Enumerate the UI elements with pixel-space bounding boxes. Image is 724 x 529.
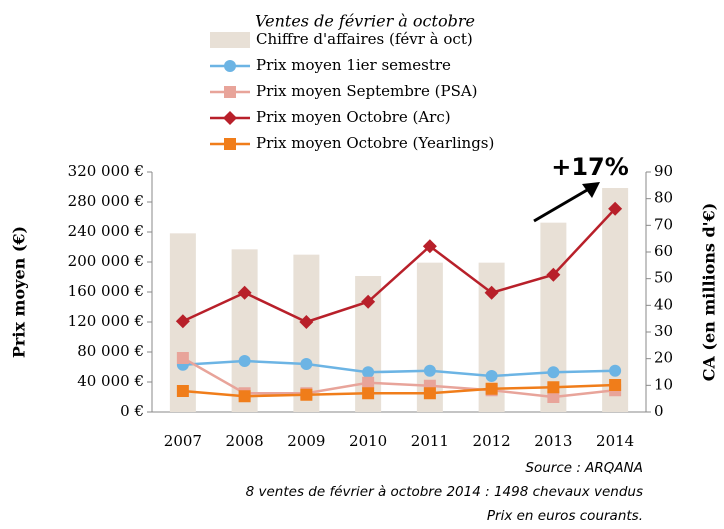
chart-subtitle: Ventes de février à octobre: [255, 12, 475, 31]
point: [609, 379, 622, 391]
point: [547, 366, 560, 379]
bar: [293, 254, 320, 412]
legend-label: Prix moyen Octobre (Arc): [256, 108, 451, 126]
point: [423, 387, 436, 400]
x-tick-label: 2008: [226, 432, 264, 450]
x-tick-label: 2013: [534, 432, 572, 450]
point: [299, 315, 314, 329]
point: [423, 364, 436, 377]
bar: [231, 249, 258, 412]
legend-swatch: [210, 32, 250, 48]
y2-tick-label: 40: [654, 295, 673, 313]
y-tick-label: 120 000 €: [68, 312, 144, 330]
x-tick-label: 2014: [596, 432, 634, 450]
point: [237, 285, 252, 300]
point: [608, 201, 623, 216]
point: [362, 387, 375, 400]
y2-tick-label: 70: [654, 215, 673, 233]
legend-marker: [224, 86, 236, 98]
point: [546, 267, 561, 282]
y-tick-label: 280 000 €: [68, 192, 144, 210]
y2-tick-label: 30: [654, 322, 673, 340]
point: [485, 370, 498, 382]
line: [182, 383, 616, 398]
y2-tick-label: 0: [654, 402, 664, 420]
note: 8 ventes de février à octobre 2014 : 149…: [246, 484, 643, 500]
line: [182, 356, 616, 399]
y-axis-label: Prix moyen (€): [10, 226, 29, 358]
point: [300, 388, 313, 401]
y2-tick-label: 10: [654, 375, 673, 393]
note: Prix en euros courants.: [487, 508, 643, 524]
point: [609, 364, 622, 377]
y-tick-label: 240 000 €: [68, 222, 144, 240]
legend-marker: [224, 138, 236, 150]
y2-tick-label: 60: [654, 242, 673, 260]
legend-marker: [223, 111, 237, 125]
legend-label: Prix moyen 1ier semestre: [256, 56, 451, 74]
x-tick-label: 2011: [411, 432, 449, 450]
point: [422, 239, 437, 254]
point: [362, 376, 375, 389]
y-tick-label: 160 000 €: [68, 282, 144, 300]
point: [300, 358, 313, 370]
point: [238, 390, 251, 403]
point: [485, 382, 498, 395]
x-tick-label: 2012: [473, 432, 511, 450]
legend-label: Prix moyen Septembre (PSA): [256, 82, 478, 100]
bar: [540, 222, 567, 412]
line: [182, 207, 617, 324]
annotation: +17%: [551, 153, 629, 181]
annotation-arrow: [533, 184, 595, 223]
y2-tick-label: 90: [654, 162, 673, 180]
point: [547, 381, 560, 394]
annotation-arrowhead: [582, 182, 600, 198]
legend-label: Chiffre d'affaires (févr à oct): [256, 30, 473, 48]
line: [182, 359, 616, 378]
y-tick-label: 80 000 €: [77, 342, 144, 360]
y-tick-label: 0 €: [120, 402, 144, 420]
point: [362, 366, 375, 379]
y2-tick-label: 80: [654, 189, 673, 207]
y2-tick-label: 50: [654, 269, 673, 287]
legend-label: Prix moyen Octobre (Yearlings): [256, 134, 494, 152]
y2-axis-label: CA (en millions d'€): [700, 203, 719, 382]
y2-tick-label: 20: [654, 349, 673, 367]
source-note: Source : ARQANA: [525, 460, 643, 476]
x-tick-label: 2007: [164, 432, 202, 450]
point: [547, 391, 560, 403]
point: [176, 352, 189, 364]
point: [238, 355, 251, 367]
y-tick-label: 200 000 €: [68, 252, 144, 270]
x-tick-label: 2010: [349, 432, 387, 450]
bar: [602, 188, 629, 412]
legend-marker: [224, 60, 236, 72]
point: [361, 294, 376, 309]
y-tick-label: 320 000 €: [68, 162, 144, 180]
point: [176, 385, 189, 397]
y-tick-label: 40 000 €: [77, 372, 144, 390]
point: [484, 285, 499, 300]
point: [175, 314, 190, 329]
x-tick-label: 2009: [287, 432, 325, 450]
